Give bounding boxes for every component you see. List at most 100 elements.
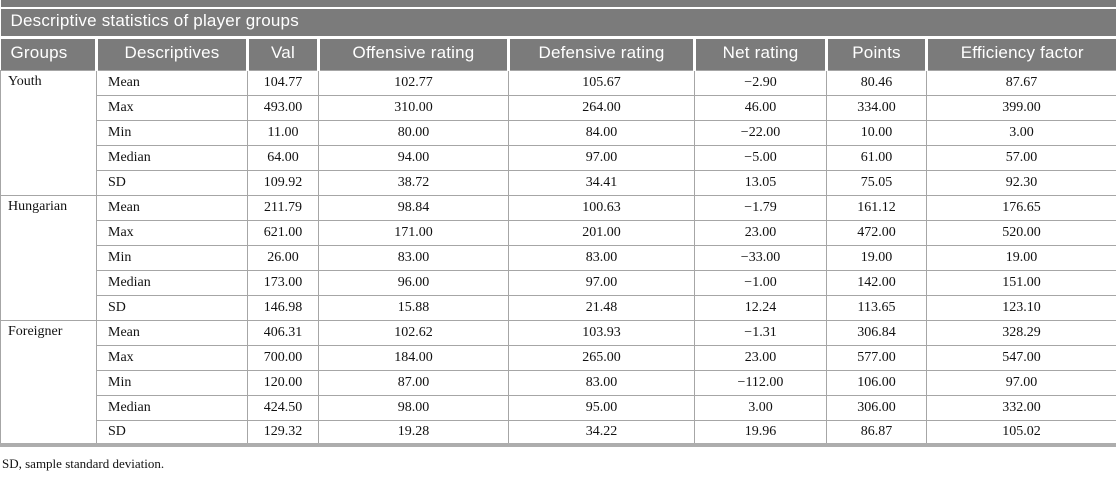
value-cell: 95.00 <box>508 394 695 421</box>
value-cell: 26.00 <box>247 244 319 271</box>
table-row: Median 64.00 94.00 97.00 −5.00 61.00 57.00 <box>1 144 1116 171</box>
value-cell: 98.00 <box>318 394 509 421</box>
value-cell: 264.00 <box>508 94 695 121</box>
value-cell: 61.00 <box>826 144 927 171</box>
value-cell: 80.00 <box>318 119 509 146</box>
value-cell: 176.65 <box>926 194 1116 221</box>
value-cell: 97.00 <box>508 144 695 171</box>
table-row: Min 26.00 83.00 83.00 −33.00 19.00 19.00 <box>1 244 1116 271</box>
descriptive-label: Mean <box>96 194 248 221</box>
table-row: Min 11.00 80.00 84.00 −22.00 10.00 3.00 <box>1 119 1116 146</box>
value-cell: 102.77 <box>318 69 509 96</box>
descriptive-label: Mean <box>96 69 248 96</box>
value-cell: 87.67 <box>926 69 1116 96</box>
value-cell: 113.65 <box>826 294 927 321</box>
descriptive-statistics-table: Descriptive statistics of player groups … <box>0 0 1116 447</box>
value-cell: −1.79 <box>694 194 827 221</box>
value-cell: 21.48 <box>508 294 695 321</box>
descriptive-label: SD <box>96 294 248 321</box>
value-cell: 399.00 <box>926 94 1116 121</box>
value-cell: 328.29 <box>926 319 1116 346</box>
value-cell: 19.00 <box>826 244 927 271</box>
value-cell: 86.87 <box>826 419 927 446</box>
table-row: Max 493.00 310.00 264.00 46.00 334.00 399.00 <box>1 94 1116 121</box>
value-cell: 23.00 <box>694 219 827 246</box>
value-cell: 201.00 <box>508 219 695 246</box>
value-cell: 11.00 <box>247 119 319 146</box>
value-cell: 104.77 <box>247 69 319 96</box>
descriptive-label: Median <box>96 144 248 171</box>
table-row: Hungarian Mean 211.79 98.84 100.63 −1.79 161.1… <box>0 194 1116 321</box>
value-cell: 75.05 <box>826 169 927 196</box>
descriptive-label: Min <box>96 244 248 271</box>
column-header-val: Val <box>246 37 319 70</box>
column-header-row: Groups Descriptives Val Offensive rating Def… <box>0 37 1116 70</box>
value-cell: 310.00 <box>318 94 509 121</box>
table-row: SD 129.32 19.28 34.22 19.96 86.87 105.02 <box>1 419 1116 446</box>
value-cell: 621.00 <box>247 219 319 246</box>
table-header: Descriptive statistics of player groups … <box>0 0 1116 70</box>
value-cell: 332.00 <box>926 394 1116 421</box>
value-cell: 19.00 <box>926 244 1116 271</box>
value-cell: 96.00 <box>318 269 509 296</box>
value-cell: 102.62 <box>318 319 509 346</box>
column-header-groups: Groups <box>0 37 97 70</box>
value-cell: 92.30 <box>926 169 1116 196</box>
column-header-points: Points <box>825 37 927 70</box>
value-cell: 105.02 <box>926 419 1116 446</box>
value-cell: 120.00 <box>247 369 319 396</box>
value-cell: 123.10 <box>926 294 1116 321</box>
table-row: Max 621.00 171.00 201.00 23.00 472.00 520.00 <box>1 219 1116 246</box>
value-cell: 106.00 <box>826 369 927 396</box>
column-header-offensive-rating: Offensive rating <box>317 37 509 70</box>
table-row: Min 120.00 87.00 83.00 −112.00 106.00 97.00 <box>1 369 1116 396</box>
value-cell: 547.00 <box>926 344 1116 371</box>
column-header-defensive-rating: Defensive rating <box>507 37 695 70</box>
value-cell: 83.00 <box>508 369 695 396</box>
descriptive-label: Max <box>96 94 248 121</box>
value-cell: −1.00 <box>694 269 827 296</box>
value-cell: 83.00 <box>318 244 509 271</box>
value-cell: 34.22 <box>508 419 695 446</box>
value-cell: 406.31 <box>247 319 319 346</box>
top-strip-bar <box>0 0 1116 9</box>
value-cell: 265.00 <box>508 344 695 371</box>
table-row: SD 109.92 38.72 34.41 13.05 75.05 92.30 <box>1 169 1116 196</box>
value-cell: 19.96 <box>694 419 827 446</box>
value-cell: 12.24 <box>694 294 827 321</box>
value-cell: 19.28 <box>318 419 509 446</box>
table-row: Youth Mean 104.77 102.77 105.67 −2.90 80.46 87.… <box>0 69 1116 196</box>
value-cell: 10.00 <box>826 119 927 146</box>
value-cell: 64.00 <box>247 144 319 171</box>
value-cell: 171.00 <box>318 219 509 246</box>
value-cell: 129.32 <box>247 419 319 446</box>
value-cell: 38.72 <box>318 169 509 196</box>
value-cell: 334.00 <box>826 94 927 121</box>
value-cell: −112.00 <box>694 369 827 396</box>
descriptive-label: Min <box>96 119 248 146</box>
value-cell: 520.00 <box>926 219 1116 246</box>
value-cell: 46.00 <box>694 94 827 121</box>
top-strip <box>0 0 1116 9</box>
group-name-youth: Youth <box>0 69 97 196</box>
table-title: Descriptive statistics of player groups <box>0 8 1116 39</box>
value-cell: 23.00 <box>694 344 827 371</box>
column-header-efficiency-factor: Efficiency factor <box>925 37 1116 70</box>
table-row: SD 146.98 15.88 21.48 12.24 113.65 123.10 <box>1 294 1116 321</box>
value-cell: −2.90 <box>694 69 827 96</box>
value-cell: 97.00 <box>508 269 695 296</box>
value-cell: 84.00 <box>508 119 695 146</box>
value-cell: 80.46 <box>826 69 927 96</box>
value-cell: 161.12 <box>826 194 927 221</box>
descriptive-label: Max <box>96 344 248 371</box>
value-cell: 173.00 <box>247 269 319 296</box>
descriptive-label: SD <box>96 419 248 446</box>
column-header-net-rating: Net rating <box>693 37 827 70</box>
value-cell: 184.00 <box>318 344 509 371</box>
value-cell: 97.00 <box>926 369 1116 396</box>
descriptive-label: SD <box>96 169 248 196</box>
group-name-foreigner: Foreigner <box>0 319 97 446</box>
table-row: Median 424.50 98.00 95.00 3.00 306.00 332.00 <box>1 394 1116 421</box>
value-cell: 94.00 <box>318 144 509 171</box>
